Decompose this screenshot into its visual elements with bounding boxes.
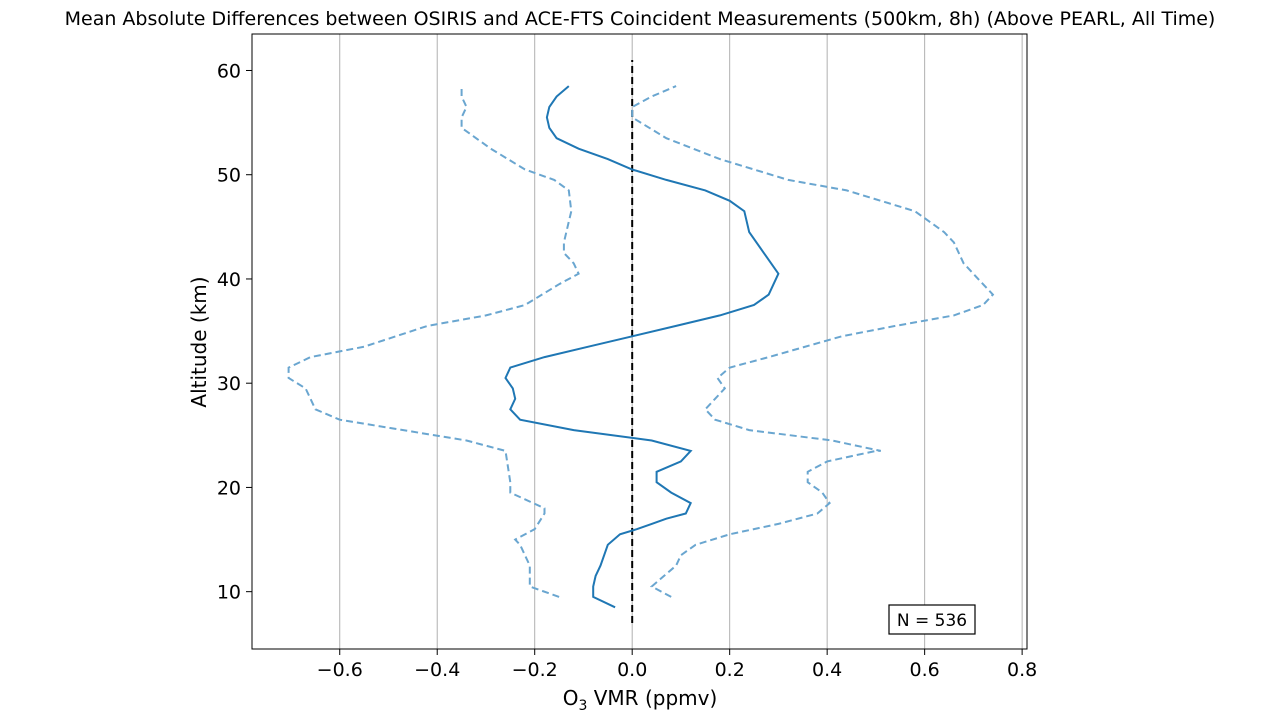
x-tick-label: 0.8 [1007,659,1037,681]
x-gridlines [339,34,1023,649]
x-tick-label: −0.6 [317,659,363,681]
y-tick-label: 50 [217,165,241,187]
upper-bound-line [631,85,995,598]
series-lines [287,85,995,609]
y-tick-label: 20 [217,477,241,499]
y-tick-label: 10 [217,582,241,604]
annotation-text: N = 536 [897,611,967,631]
x-axis-label-subscript: 3 [578,698,587,714]
x-axis-label-rest: VMR (ppmv) [587,686,717,710]
y-tick-label: 60 [217,60,241,82]
x-axis-label: O3 VMR (ppmv) [563,686,718,714]
y-axis-label: Altitude (km) [187,276,211,407]
y-tick-label: 30 [217,373,241,395]
x-axis-label-main: O [563,686,579,710]
x-tick-label: 0.2 [715,659,745,681]
lower-bound-line [287,86,580,598]
chart-title: Mean Absolute Differences between OSIRIS… [65,8,1216,30]
y-tick-label: 40 [217,269,241,291]
sample-count-annotation: N = 536 [888,604,976,635]
plot-frame [251,33,1028,650]
annotation-box [888,604,976,635]
x-tick-label: 0.0 [617,659,647,681]
x-tick-label: −0.4 [414,659,460,681]
mean-difference-line [504,85,780,609]
x-tick-label: −0.2 [512,659,558,681]
x-tick-label: 0.4 [812,659,842,681]
x-tick-label: 0.6 [910,659,940,681]
x-axis: −0.6 −0.4 −0.2 0.0 0.2 0.4 0.6 0.8 [317,649,1037,681]
y-axis: 10 20 30 40 50 60 [217,60,252,604]
